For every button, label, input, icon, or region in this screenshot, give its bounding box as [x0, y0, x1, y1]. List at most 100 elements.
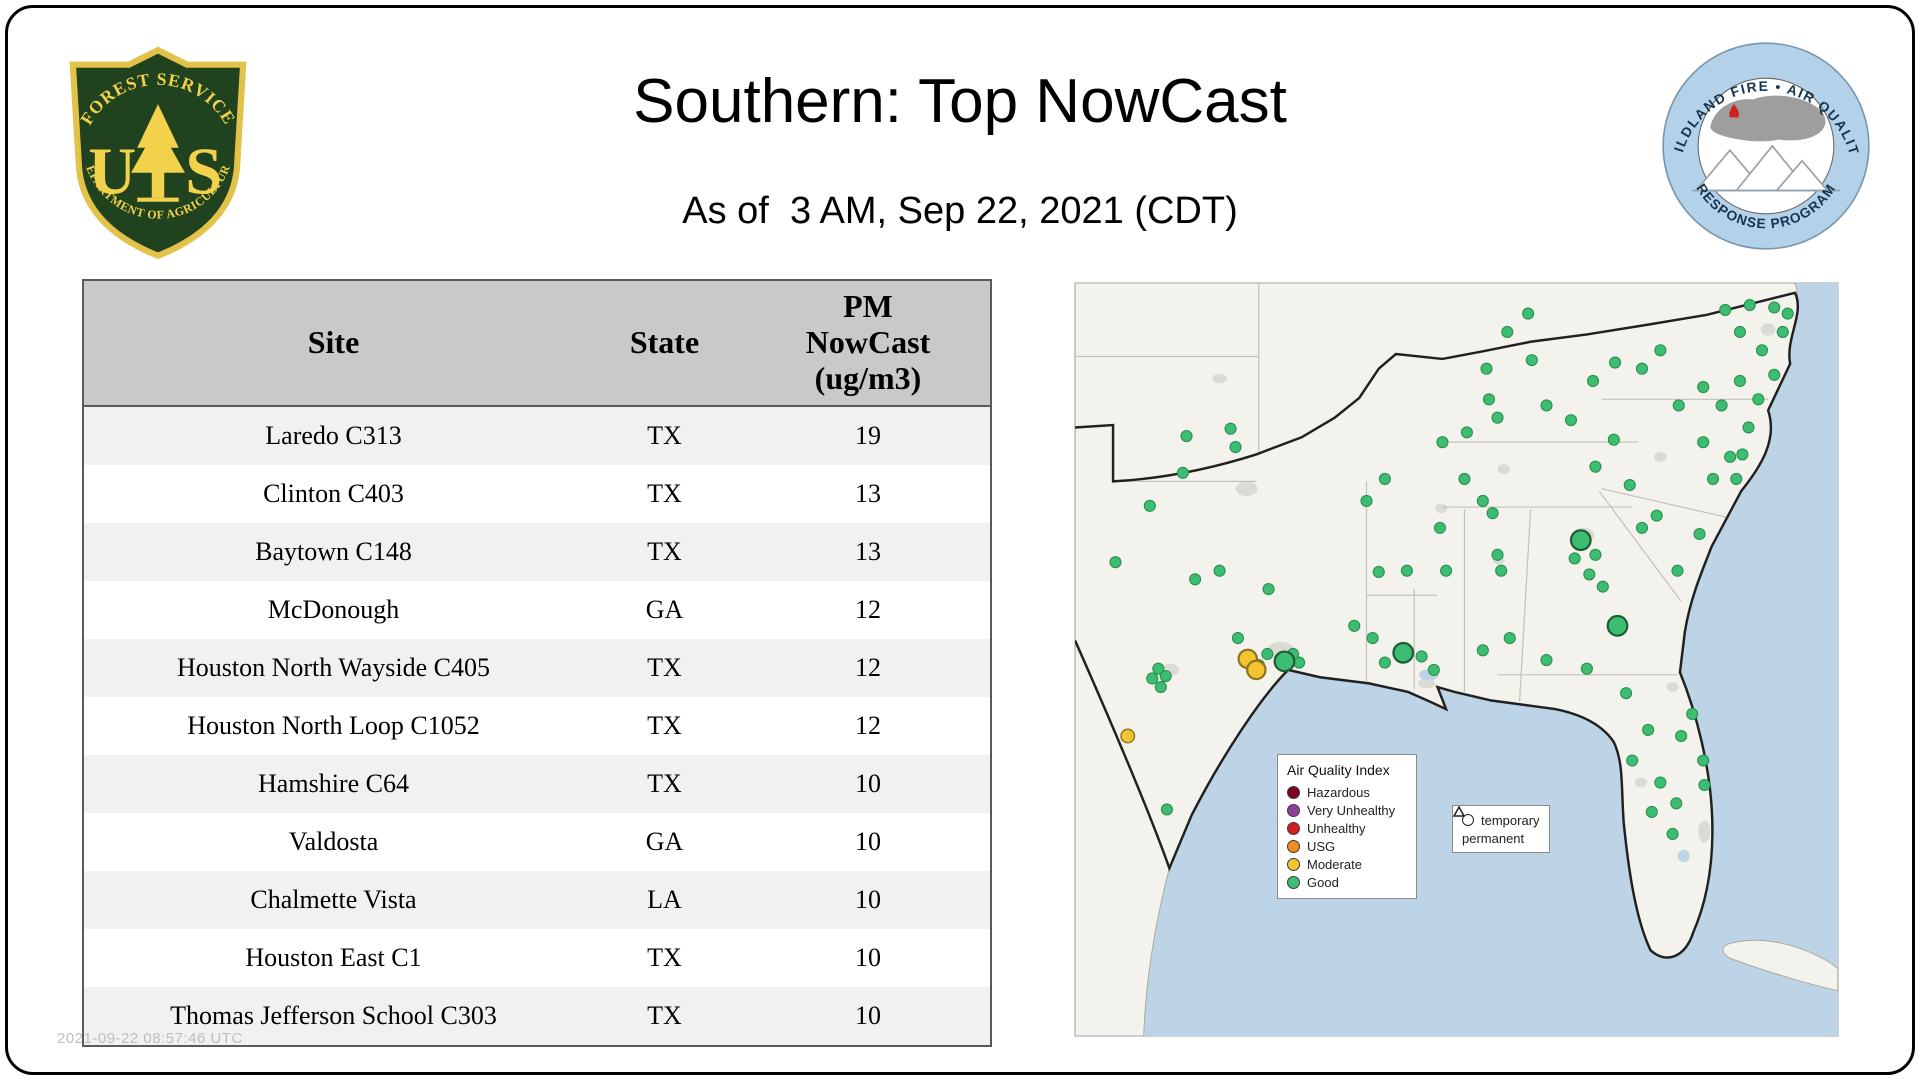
- monitor-dot-good: [1564, 414, 1578, 427]
- monitor-dot-good: [1348, 619, 1361, 632]
- site-cell: Valdosta: [83, 813, 583, 871]
- monitor-dot-good: [1642, 723, 1655, 736]
- state-cell: TX: [583, 987, 746, 1046]
- aqi-legend-item: USG: [1287, 837, 1407, 855]
- monitor-dot-good: [1372, 565, 1385, 579]
- monitor-dot-good: [1189, 573, 1202, 586]
- wfaqrp-graphic: WILDLAND FIRE • AIR QUALITY RESPONSE PRO…: [1653, 28, 1870, 250]
- monitor-dot-good: [1743, 298, 1756, 312]
- state-cell: TX: [583, 697, 746, 755]
- monitor-dot-good-large: [1273, 650, 1296, 673]
- table-row: Houston East C1 TX 10: [83, 929, 991, 987]
- value-cell: 10: [746, 929, 991, 987]
- monitor-dot-good: [1440, 564, 1453, 577]
- value-cell: 12: [746, 697, 991, 755]
- usfs-shield-graphic: FOREST SERVICE U S DEPARTMENT OF AGRICUL…: [60, 35, 247, 260]
- monitor-dot-good: [1733, 374, 1747, 388]
- aqi-legend-label: Very Unhealthy: [1307, 802, 1396, 818]
- monitor-dot-good: [1486, 507, 1499, 520]
- monitor-dot-good: [1476, 494, 1489, 508]
- state-cell: TX: [583, 523, 746, 581]
- aqi-legend-item: Hazardous: [1287, 783, 1407, 801]
- monitor-dot-good: [1671, 564, 1684, 577]
- aqi-color-swatch: [1287, 857, 1300, 871]
- monitor-dot-good: [1623, 478, 1636, 492]
- map-graphic: [1075, 283, 1838, 1036]
- monitor-dot-good: [1736, 448, 1749, 461]
- wfaqrp-logo: WILDLAND FIRE • AIR QUALITY RESPONSE PRO…: [1653, 28, 1872, 252]
- value-cell: 10: [746, 813, 991, 871]
- state-cell: TX: [583, 465, 746, 523]
- value-cell: 10: [746, 987, 991, 1046]
- monitor-dot-good: [1378, 656, 1391, 669]
- monitor-dot-good: [1589, 460, 1602, 473]
- col-header-state-label: State: [629, 324, 700, 361]
- aqi-legend-label: Unhealthy: [1307, 820, 1366, 836]
- monitor-dot-good: [1213, 564, 1226, 577]
- aqi-legend-label: Moderate: [1307, 856, 1362, 872]
- monitor-dot-good: [1706, 472, 1720, 485]
- urban-areas: [1162, 323, 1776, 843]
- table-row: Houston North Loop C1052 TX 12: [83, 697, 991, 755]
- marker-type-legend: temporary permanent: [1452, 805, 1550, 853]
- monitor-dot-good: [1607, 433, 1620, 446]
- landmass-shape: [1710, 95, 1826, 142]
- col-header-site-label: Site: [307, 324, 360, 361]
- state-cell: GA: [583, 581, 746, 639]
- aqi-legend-label: USG: [1307, 838, 1336, 854]
- value-cell: 12: [746, 581, 991, 639]
- monitor-dot-good: [1742, 421, 1755, 434]
- state-cell: TX: [583, 639, 746, 697]
- monitor-dot-moderate-large: [1246, 659, 1267, 681]
- state-cell: TX: [583, 406, 746, 465]
- nowcast-table-container: Site State PM NowCast (ug/m3) Laredo C31…: [82, 279, 992, 1047]
- monitor-dot-good: [1586, 374, 1600, 388]
- permanent-marker-label: permanent: [1462, 830, 1525, 846]
- aqi-legend-items: Hazardous Very Unhealthy Unhealthy USG Moder…: [1287, 783, 1407, 891]
- table-row: Clinton C403 TX 13: [83, 465, 991, 523]
- table-row: Hamshire C64 TX 10: [83, 755, 991, 813]
- table-row: Houston North Wayside C405 TX 12: [83, 639, 991, 697]
- monitor-dot-good: [1433, 521, 1447, 534]
- monitor-dot-good: [1697, 754, 1710, 767]
- monitor-dot-good: [1109, 556, 1122, 569]
- site-cell: Houston North Loop C1052: [83, 697, 583, 755]
- monitor-dot-good: [1730, 472, 1743, 485]
- col-header-pm-line2: NowCast: [805, 324, 931, 361]
- usfs-letter-u: U: [88, 135, 136, 208]
- monitor-dot-good: [1675, 729, 1688, 743]
- nowcast-table-header: Site State PM NowCast (ug/m3): [83, 280, 991, 407]
- state-borders: [1075, 283, 1769, 702]
- value-cell: 19: [746, 406, 991, 465]
- mountains-icon: [1691, 144, 1841, 192]
- aqi-legend-label: Good: [1307, 874, 1339, 890]
- monitor-map: Air Quality Index Hazardous Very Unhealth…: [1074, 282, 1839, 1037]
- temporary-marker-label: temporary: [1481, 812, 1540, 828]
- monitor-dot-good-large: [1606, 614, 1629, 637]
- pine-tree-icon: [131, 104, 185, 202]
- cuba-island: [1722, 939, 1838, 992]
- state-cell: TX: [583, 929, 746, 987]
- site-cell: McDonough: [83, 581, 583, 639]
- aqi-color-swatch: [1287, 785, 1300, 799]
- monitor-dot-good: [1697, 381, 1710, 394]
- temporary-marker-icon: [1462, 814, 1474, 826]
- monitor-dot-good: [1733, 325, 1747, 339]
- region-boundary: [1075, 291, 1800, 959]
- nowcast-table: Site State PM NowCast (ug/m3) Laredo C31…: [82, 279, 992, 1047]
- monitor-dot-good: [1654, 776, 1667, 789]
- monitor-dot-good: [1583, 568, 1596, 581]
- value-cell: 10: [746, 755, 991, 813]
- col-header-pm-line1: PM: [843, 288, 893, 325]
- monitor-dot-good: [1491, 411, 1504, 424]
- monitor-dot-good: [1635, 521, 1649, 534]
- monitor-dot-good: [1540, 399, 1553, 412]
- monitor-dot-good: [1143, 499, 1156, 512]
- site-cell: Hamshire C64: [83, 755, 583, 813]
- value-cell: 10: [746, 871, 991, 929]
- generation-timestamp: 2021-09-22 08:57:46 UTC: [57, 1030, 243, 1047]
- monitor-dot-good: [1589, 548, 1602, 561]
- monitor-dot-good: [1540, 654, 1553, 667]
- table-row: Chalmette Vista LA 10: [83, 871, 991, 929]
- monitor-dot-good-large: [1569, 529, 1592, 552]
